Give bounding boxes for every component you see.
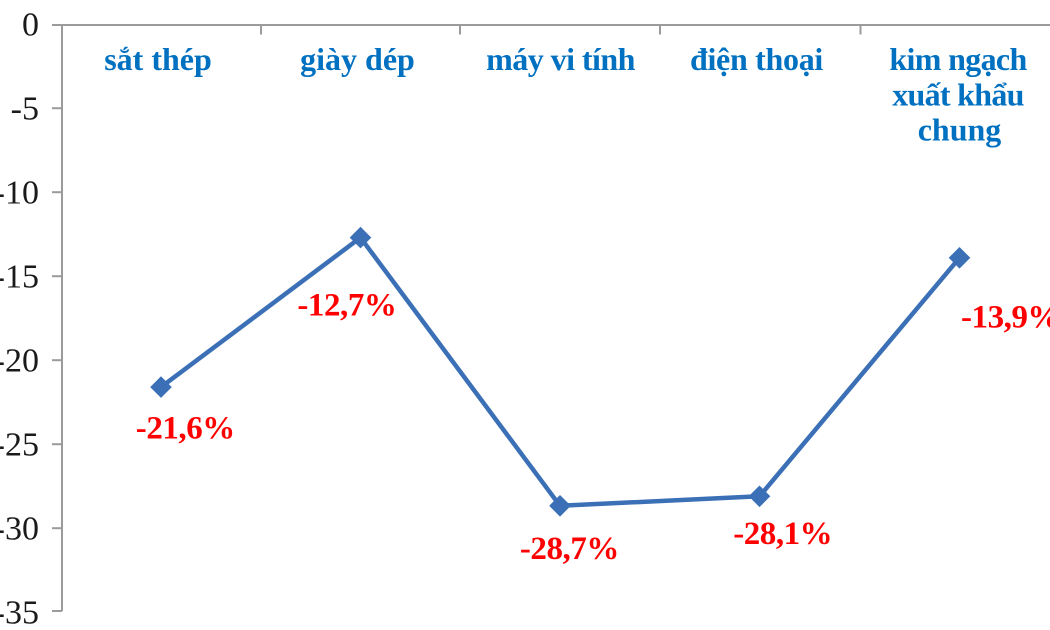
- svg-text:điện thoại: điện thoại: [690, 41, 823, 77]
- svg-text:-25: -25: [0, 427, 39, 464]
- svg-text:chung: chung: [918, 112, 1002, 148]
- svg-text:-28,1%: -28,1%: [733, 516, 832, 552]
- svg-text:0: 0: [22, 7, 39, 44]
- svg-text:-10: -10: [0, 175, 39, 212]
- svg-text:-13,9%: -13,9%: [961, 300, 1050, 336]
- svg-text:-30: -30: [0, 511, 39, 548]
- svg-text:giày dép: giày dép: [300, 41, 415, 77]
- svg-text:-21,6%: -21,6%: [136, 410, 235, 446]
- svg-text:kim ngạch: kim ngạch: [889, 41, 1027, 77]
- svg-text:sắt thép: sắt thép: [104, 41, 212, 77]
- svg-text:xuất khẩu: xuất khẩu: [892, 76, 1024, 112]
- svg-text:-20: -20: [0, 343, 39, 380]
- svg-text:máy vi tính: máy vi tính: [486, 41, 635, 77]
- svg-text:-12,7%: -12,7%: [297, 287, 396, 323]
- svg-text:-15: -15: [0, 259, 39, 296]
- svg-text:-35: -35: [0, 595, 39, 630]
- svg-text:-28,7%: -28,7%: [520, 531, 619, 567]
- svg-text:-5: -5: [11, 91, 39, 128]
